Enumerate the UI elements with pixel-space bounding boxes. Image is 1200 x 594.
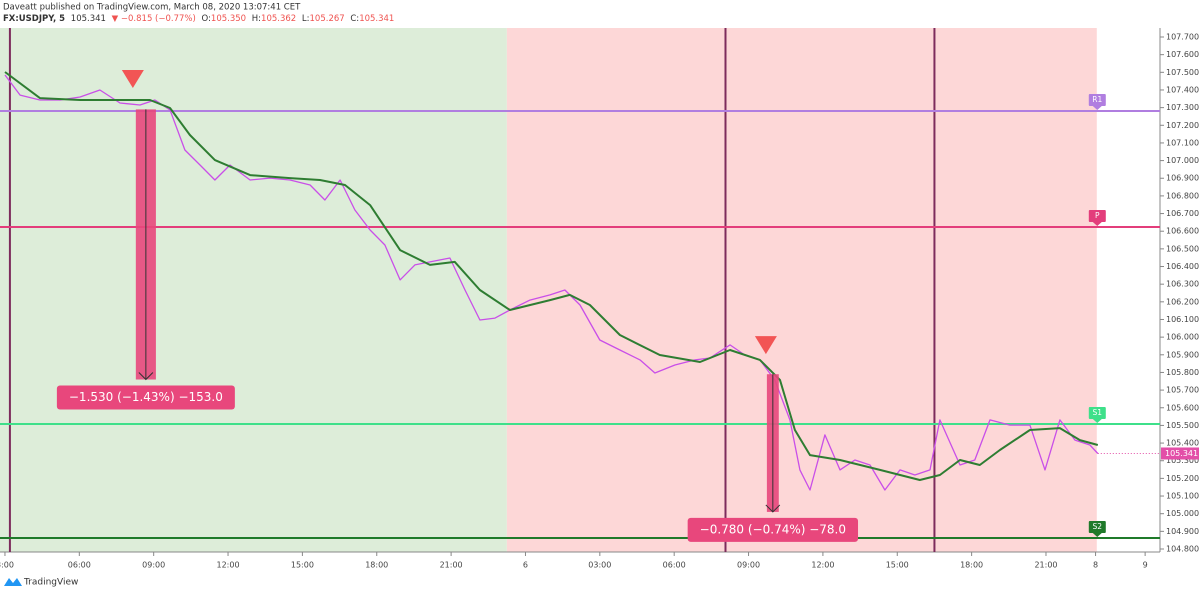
- ohlc-label: C:: [350, 14, 359, 24]
- measure-arrowhead: [765, 504, 781, 513]
- y-tick-label: 107.600: [1166, 50, 1199, 59]
- x-tick-label: 03:00: [588, 561, 611, 570]
- footer-logo: TradingView: [4, 578, 78, 588]
- y-tick-label: 105.600: [1166, 403, 1199, 412]
- measure-arrowhead: [138, 372, 154, 381]
- x-tick-label: 12:00: [217, 561, 240, 570]
- x-tick-label: 06:00: [68, 561, 91, 570]
- ohlc-value: 105.350: [211, 14, 246, 24]
- y-tick-label: 105.500: [1166, 421, 1199, 430]
- y-tick-label: 107.700: [1166, 33, 1199, 42]
- price-axis-bg: [1160, 0, 1200, 594]
- current-price-tag: [1161, 447, 1199, 460]
- price-line: [4, 74, 1099, 491]
- y-tick-label: 106.800: [1166, 191, 1199, 200]
- level-tag-label: S1: [1093, 408, 1103, 417]
- y-tick-label: 105.100: [1166, 492, 1199, 501]
- y-tick-label: 106.600: [1166, 227, 1199, 236]
- current-price-label: 105.341: [1165, 449, 1198, 458]
- x-tick-label: 06:00: [663, 561, 686, 570]
- y-tick-label: 107.000: [1166, 156, 1199, 165]
- level-tag-label: P: [1095, 211, 1100, 220]
- level-tag-pointer: [1092, 221, 1102, 226]
- y-tick-label: 107.200: [1166, 121, 1199, 130]
- y-tick-label: 106.400: [1166, 262, 1199, 271]
- y-tick-label: 105.400: [1166, 439, 1199, 448]
- measure-label: −1.530 (−1.43%) −153.0: [69, 390, 223, 404]
- y-tick-label: 105.800: [1166, 368, 1199, 377]
- x-tick-label: 21:00: [1034, 561, 1057, 570]
- ohlc-value: 105.267: [310, 14, 345, 24]
- x-tick-label: 18:00: [365, 561, 388, 570]
- y-tick-label: 104.900: [1166, 527, 1199, 536]
- x-tick-label: 12:00: [811, 561, 834, 570]
- ohlc-label: O:: [202, 14, 211, 24]
- x-tick-label: 9: [1143, 561, 1148, 570]
- y-tick-label: 104.800: [1166, 544, 1199, 553]
- y-tick-label: 105.300: [1166, 456, 1199, 465]
- x-tick-label: 09:00: [737, 561, 760, 570]
- y-tick-label: 106.300: [1166, 280, 1199, 289]
- last-price: 105.341: [71, 14, 106, 24]
- measure-box: [687, 517, 859, 542]
- level-tag-label: R1: [1092, 95, 1102, 104]
- level-tag: [1088, 521, 1106, 534]
- y-tick-label: 107.300: [1166, 103, 1199, 112]
- level-tag: [1088, 209, 1106, 222]
- publish-title: Daveatt published on TradingView.com, Ma…: [3, 3, 301, 13]
- x-tick-label: 18:00: [960, 561, 983, 570]
- symbol-line: FX:USDJPY, 5 105.341 ▼ −0.815 (−0.77%) O…: [3, 14, 394, 24]
- x-tick-label: 21:00: [440, 561, 463, 570]
- measure-label: −0.780 (−0.74%) −78.0: [700, 522, 846, 536]
- level-tag-label: S2: [1093, 522, 1103, 531]
- logo-icon: [4, 578, 22, 586]
- y-tick-label: 106.200: [1166, 297, 1199, 306]
- x-tick-label: 15:00: [291, 561, 314, 570]
- brand: TradingView: [23, 578, 78, 588]
- x-tick-label: 6: [523, 561, 528, 570]
- y-tick-label: 105.200: [1166, 474, 1199, 483]
- session-zone: [0, 28, 507, 552]
- level-tag: [1088, 407, 1106, 420]
- sell-signal: [754, 336, 777, 355]
- x-tick-label: 8: [1093, 561, 1098, 570]
- y-tick-label: 107.500: [1166, 68, 1199, 77]
- symbol: FX:USDJPY, 5: [3, 14, 65, 24]
- x-tick-label: 15:00: [886, 561, 909, 570]
- y-tick-label: 106.700: [1166, 209, 1199, 218]
- y-tick-label: 106.900: [1166, 174, 1199, 183]
- y-tick-label: 106.500: [1166, 244, 1199, 253]
- measure-box: [56, 385, 235, 410]
- session-zone: [506, 28, 1097, 552]
- x-tick-label: 3:00: [0, 561, 14, 570]
- x-tick-label: 09:00: [142, 561, 165, 570]
- price-line: [4, 71, 1099, 481]
- y-tick-label: 107.100: [1166, 138, 1199, 147]
- level-tag-pointer: [1092, 105, 1102, 110]
- y-tick-label: 107.400: [1166, 85, 1199, 94]
- y-tick-label: 105.900: [1166, 350, 1199, 359]
- y-tick-label: 106.000: [1166, 333, 1199, 342]
- ohlc-label: H:: [252, 14, 261, 24]
- y-tick-label: 106.100: [1166, 315, 1199, 324]
- sell-signal: [121, 70, 144, 89]
- level-tag-pointer: [1092, 533, 1102, 538]
- y-tick-label: 105.000: [1166, 509, 1199, 518]
- ohlc-value: 105.341: [359, 14, 394, 24]
- level-tag-pointer: [1092, 419, 1102, 424]
- change: ▼ −0.815 (−0.77%): [112, 14, 196, 24]
- y-tick-label: 105.700: [1166, 386, 1199, 395]
- ohlc-label: L:: [302, 14, 310, 24]
- ohlc-value: 105.362: [261, 14, 296, 24]
- level-tag: [1088, 93, 1106, 106]
